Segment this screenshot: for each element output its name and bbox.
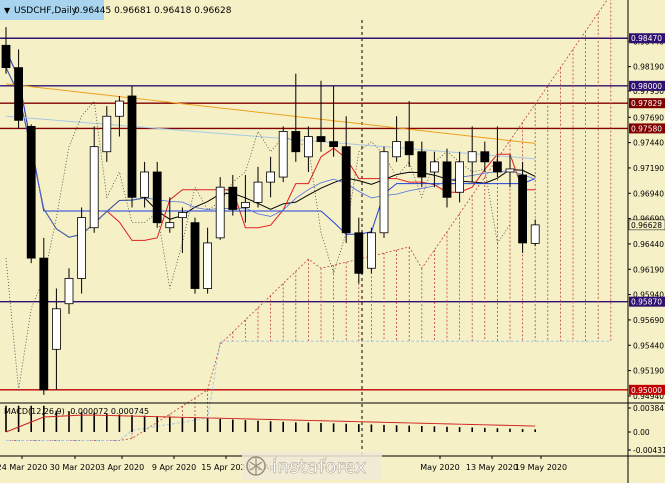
- candle-body: [316, 136, 326, 142]
- macd-tick-label: 0.00384: [633, 404, 664, 413]
- time-tick-label: 15 Apr 2020: [201, 463, 250, 472]
- candle-body: [127, 95, 137, 198]
- price-tick-label: 0.95940: [633, 291, 664, 300]
- candle-body: [115, 100, 124, 117]
- time-tick-label: May 2020: [420, 463, 459, 472]
- price-tick-label: 0.96690: [633, 215, 664, 224]
- macd-tick-label: 0.00: [633, 428, 650, 437]
- candle-body: [52, 308, 61, 350]
- price-tick-label: 0.97950: [633, 87, 664, 96]
- watermark-text: instaforex: [272, 456, 367, 478]
- candle-body: [140, 171, 150, 198]
- candle-body: [530, 224, 540, 244]
- time-tick-label: 19 May 2020: [515, 463, 567, 472]
- candle-body: [417, 151, 427, 178]
- candle-body: [26, 125, 36, 259]
- price-tick-label: 0.97440: [633, 139, 664, 148]
- level-label: 0.95870: [631, 298, 662, 307]
- level-label: 0.98470: [631, 34, 662, 43]
- candle-body: [190, 222, 200, 289]
- ichimoku-cloud: [6, 0, 612, 442]
- moving-average-orange: [5, 83, 536, 144]
- candle-body: [492, 161, 502, 173]
- time-tick-label: 3 Apr 2020: [100, 463, 144, 472]
- candle-body: [89, 146, 99, 229]
- header-ohlc: 0.96445 0.96681 0.96418 0.96628: [74, 6, 232, 16]
- price-tick-label: 0.94940: [633, 392, 664, 401]
- macd-signal-line: [5, 414, 536, 433]
- candle-body: [467, 151, 477, 163]
- watermark-logo-icon: [246, 456, 266, 476]
- candle-body: [14, 67, 24, 121]
- level-label: 0.97580: [631, 124, 662, 133]
- level-label-box: [629, 296, 665, 307]
- candle-body: [278, 131, 288, 178]
- candle-body: [392, 141, 402, 158]
- candle-body: [379, 151, 389, 234]
- time-tick-label: 24 Mar 2020: [0, 463, 47, 472]
- level-label: 0.98000: [631, 82, 662, 91]
- candle-body: [341, 146, 351, 234]
- candle-body: [303, 136, 313, 158]
- candle-body: [165, 222, 175, 229]
- price-tick-label: 0.95190: [633, 367, 664, 376]
- price-tick-label: 0.96940: [633, 189, 664, 198]
- candle-body: [64, 277, 74, 305]
- level-label-box: [629, 80, 665, 91]
- candle-body: [505, 168, 515, 173]
- current-price-label: 0.96628: [631, 221, 662, 230]
- horizontal-levels: [0, 20, 628, 456]
- candle-body: [240, 201, 250, 208]
- candle-body: [329, 141, 339, 148]
- price-tick-label: 0.97190: [633, 164, 664, 173]
- candle-body: [429, 161, 439, 173]
- candle-body: [215, 186, 225, 239]
- candle-body: [152, 171, 162, 224]
- macd-label: MACD(12,26,9) -0.000072 0.000745: [4, 407, 149, 416]
- header-highlight: [0, 0, 104, 20]
- candle-body: [177, 212, 187, 218]
- level-label-box: [629, 33, 665, 44]
- candle-body: [102, 115, 112, 153]
- time-tick-label: 9 Apr 2020: [152, 463, 196, 472]
- header-arrow: ▼: [4, 6, 11, 15]
- candle-body: [253, 181, 263, 203]
- candle-body: [354, 232, 364, 274]
- price-tick-label: 0.97690: [633, 113, 664, 122]
- price-tick-label: 0.96190: [633, 265, 664, 274]
- price-tick-label: 0.95440: [633, 341, 664, 350]
- macd-tick-label: -0.00431: [633, 446, 665, 455]
- price-tick-label: 0.95690: [633, 316, 664, 325]
- candle-body: [455, 161, 465, 193]
- candle-body: [366, 232, 376, 269]
- candlesticks: [1, 27, 540, 395]
- candle-body: [266, 171, 276, 183]
- level-label-box: [629, 384, 665, 395]
- candle-body: [228, 186, 238, 210]
- level-label-box: [629, 98, 665, 109]
- candle-body: [203, 242, 213, 289]
- candle-body: [518, 174, 527, 244]
- current-price-box: [628, 219, 665, 231]
- header-symbol: USDCHF,Daily: [14, 6, 78, 16]
- price-tick-label: 0.98190: [633, 63, 664, 72]
- candle-body: [77, 217, 86, 279]
- candle-body: [39, 257, 49, 391]
- watermark: instaforex: [242, 452, 382, 480]
- level-label-box: [629, 123, 665, 134]
- candle-body: [1, 44, 11, 69]
- time-tick-label: 30 Mar 2020: [50, 463, 101, 472]
- macd-panel: 0.00384 0.00 -0.00431: [5, 404, 665, 455]
- time-tick-label: 13 May 2020: [466, 463, 518, 472]
- senkou-span-b: [6, 340, 611, 442]
- candle-body: [480, 151, 490, 163]
- level-label: 0.97829: [631, 99, 662, 108]
- candle-body: [291, 131, 301, 153]
- candle-body: [442, 161, 452, 198]
- level-label: 0.95000: [631, 386, 662, 395]
- price-tick-label: 0.96440: [633, 240, 664, 249]
- candle-body: [404, 141, 414, 156]
